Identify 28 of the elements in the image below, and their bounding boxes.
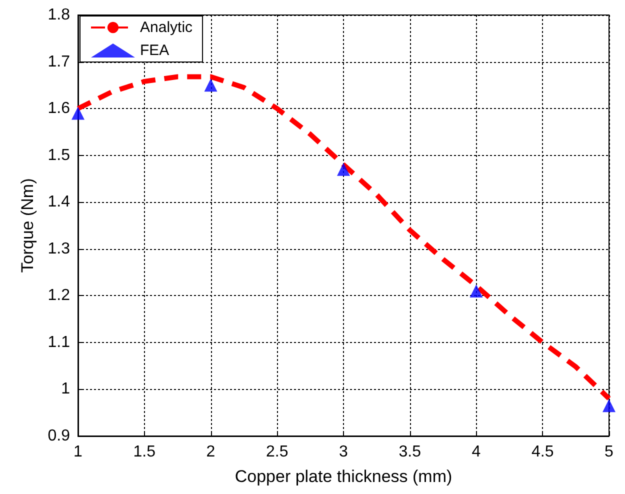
y-tick-label: 1.5 xyxy=(48,146,70,164)
x-tick-label: 4 xyxy=(472,444,481,460)
x-tick-label: 3.5 xyxy=(398,444,422,460)
y-tick-label: 1.6 xyxy=(48,100,70,118)
x-tick-label: 2.5 xyxy=(266,444,288,460)
x-tick-label: 2 xyxy=(206,444,216,460)
x-tick-label: 1 xyxy=(74,444,83,460)
x-axis-title: Copper plate thickness (mm) xyxy=(234,467,452,486)
y-tick-label: 1.1 xyxy=(48,334,70,351)
y-tick-label: 0.9 xyxy=(48,428,70,444)
x-tick-label: 3 xyxy=(339,444,348,460)
x-tick-label: 1.5 xyxy=(133,444,156,460)
point xyxy=(470,284,483,298)
point xyxy=(337,162,350,176)
x-tick-label: 4.5 xyxy=(532,444,554,460)
point xyxy=(602,399,616,412)
y-tick-label: 1.7 xyxy=(48,53,70,70)
x-tick-label: 5 xyxy=(604,444,614,460)
point xyxy=(72,106,84,120)
y-tick-label: 1 xyxy=(61,380,70,398)
point xyxy=(204,78,218,92)
y-tick-label: 1.3 xyxy=(48,240,70,258)
legend-label: FEA xyxy=(140,42,170,59)
y-axis-title: Torque (Nm) xyxy=(18,178,37,273)
legend-label: Analytic xyxy=(140,19,194,36)
y-tick-label: 1.8 xyxy=(48,6,70,24)
y-tick-label: 1.4 xyxy=(48,194,70,211)
y-tick-label: 1.2 xyxy=(48,287,70,304)
